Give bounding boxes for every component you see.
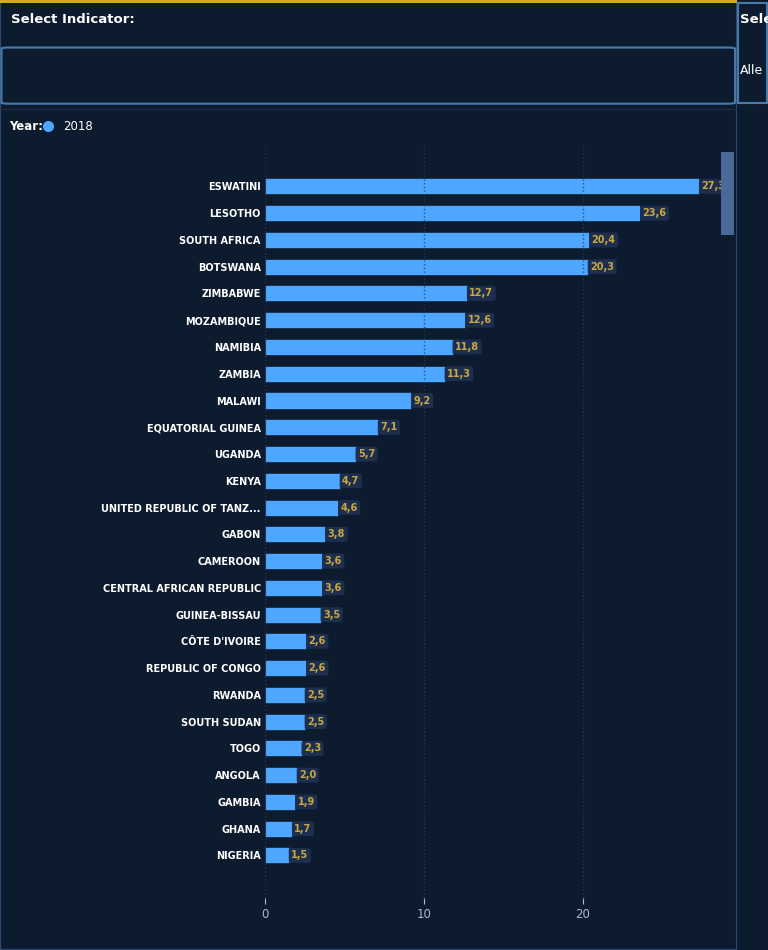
Text: 27,3: 27,3 (701, 181, 726, 191)
Bar (265, 339, 452, 355)
Bar (265, 205, 641, 221)
Text: 3,8: 3,8 (328, 529, 345, 540)
Bar (265, 768, 296, 783)
Bar (721, 152, 734, 235)
Text: 2,0: 2,0 (300, 770, 316, 780)
Text: 2,6: 2,6 (309, 636, 326, 646)
Bar (265, 392, 411, 408)
Text: 20,4: 20,4 (591, 235, 616, 245)
Text: 3,5: 3,5 (323, 610, 340, 619)
Text: Year:: Year: (9, 120, 43, 133)
Bar (265, 419, 378, 435)
Bar (265, 553, 323, 569)
Text: 3,6: 3,6 (325, 556, 342, 566)
Text: 12,7: 12,7 (469, 289, 493, 298)
Text: 20,3: 20,3 (590, 261, 614, 272)
Bar (265, 473, 339, 489)
Bar (0, 0, 737, 3)
Text: HIV prevalence among adults aged 15-49 years (%): HIV prevalence among adults aged 15-49 y… (18, 68, 343, 82)
Bar (265, 847, 289, 864)
Bar (265, 179, 699, 195)
Bar (265, 500, 338, 516)
Bar (265, 285, 467, 301)
Text: 1,5: 1,5 (291, 850, 309, 861)
Bar (265, 526, 326, 542)
Bar (265, 687, 305, 703)
Bar (265, 606, 320, 622)
Text: Alle: Alle (740, 64, 763, 77)
Text: 3,6: 3,6 (325, 583, 342, 593)
Text: 23,6: 23,6 (643, 208, 667, 219)
Bar (265, 232, 589, 248)
Bar (265, 713, 305, 730)
Text: Select Indicator:: Select Indicator: (11, 13, 135, 26)
Text: 2,5: 2,5 (307, 716, 324, 727)
Bar (265, 740, 302, 756)
Text: 12,6: 12,6 (468, 315, 492, 325)
Bar (265, 446, 356, 462)
Text: 1,7: 1,7 (294, 824, 312, 834)
Bar (265, 794, 295, 810)
Text: 2018: 2018 (63, 120, 92, 133)
Bar (265, 258, 588, 275)
Bar (265, 580, 323, 596)
Text: 4,6: 4,6 (340, 503, 358, 513)
Text: 5,7: 5,7 (358, 449, 376, 459)
Text: Selec: Selec (740, 13, 768, 26)
Bar (265, 634, 306, 650)
Text: 11,8: 11,8 (455, 342, 479, 352)
Text: 1,9: 1,9 (297, 797, 315, 807)
Bar (265, 313, 465, 329)
Bar (265, 821, 292, 837)
Text: 9,2: 9,2 (414, 395, 431, 406)
Bar (265, 660, 306, 676)
Text: 11,3: 11,3 (447, 369, 471, 379)
Text: 2,5: 2,5 (307, 690, 324, 700)
Bar (265, 366, 445, 382)
Text: 7,1: 7,1 (380, 422, 398, 432)
Text: 4,7: 4,7 (342, 476, 359, 485)
FancyBboxPatch shape (2, 48, 735, 104)
Text: 2,3: 2,3 (304, 744, 321, 753)
Text: ∨: ∨ (707, 67, 719, 83)
Text: 2,6: 2,6 (309, 663, 326, 674)
